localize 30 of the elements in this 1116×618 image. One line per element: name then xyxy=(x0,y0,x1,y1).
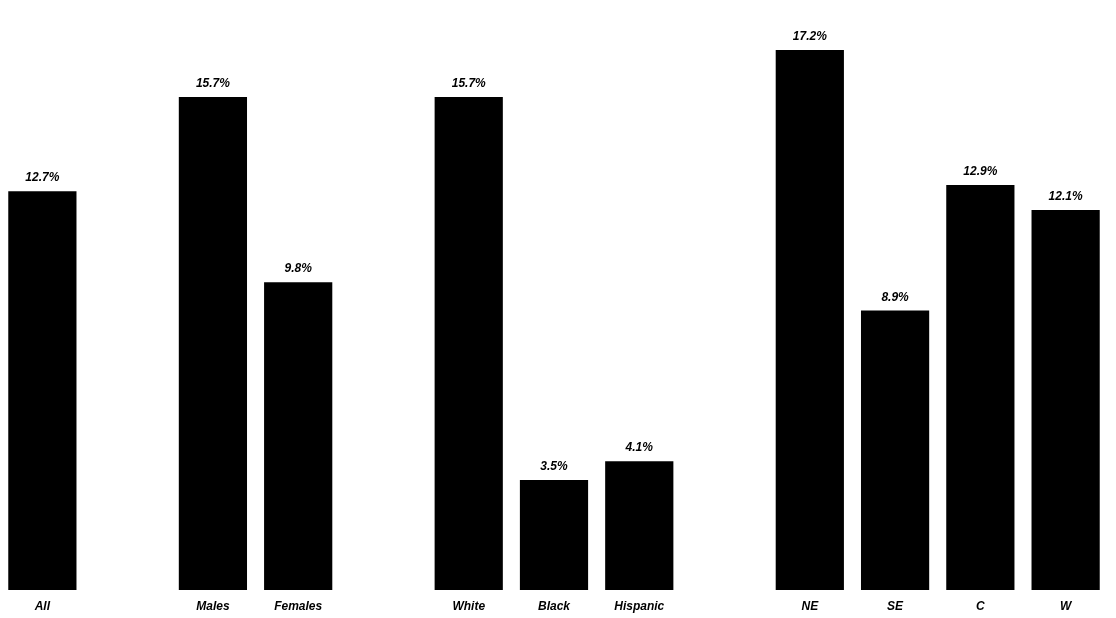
data-label: 4.1% xyxy=(624,440,654,455)
bar xyxy=(775,50,844,590)
data-label: 12.1% xyxy=(1048,189,1083,204)
bar xyxy=(8,191,77,590)
x-tick-label: SE xyxy=(887,598,905,613)
bar xyxy=(946,185,1015,590)
x-tick-label: Females xyxy=(274,598,323,613)
data-label: 15.7% xyxy=(195,76,231,91)
x-tick-label: NE xyxy=(801,598,820,613)
x-tick-label: Black xyxy=(537,598,572,613)
x-tick-label: W xyxy=(1059,598,1073,613)
bar xyxy=(519,480,589,590)
data-label: 12.7% xyxy=(25,170,60,185)
data-label: 8.9% xyxy=(881,289,910,304)
bar xyxy=(860,310,930,590)
bar xyxy=(434,97,503,590)
x-tick-label: Hispanic xyxy=(614,598,665,613)
x-tick-label: Males xyxy=(196,598,230,613)
x-tick-label: C xyxy=(976,598,986,613)
bar xyxy=(1031,210,1100,590)
data-label: 17.2% xyxy=(792,29,828,43)
x-tick-label: All xyxy=(33,598,51,613)
data-label: 9.8% xyxy=(284,261,313,276)
data-label: 15.7% xyxy=(451,76,487,91)
bar xyxy=(605,461,674,590)
data-label: 12.9% xyxy=(963,164,998,178)
x-tick-label: White xyxy=(452,598,486,613)
bar xyxy=(264,282,333,590)
data-label: 3.5% xyxy=(540,459,568,474)
bar xyxy=(178,97,248,590)
